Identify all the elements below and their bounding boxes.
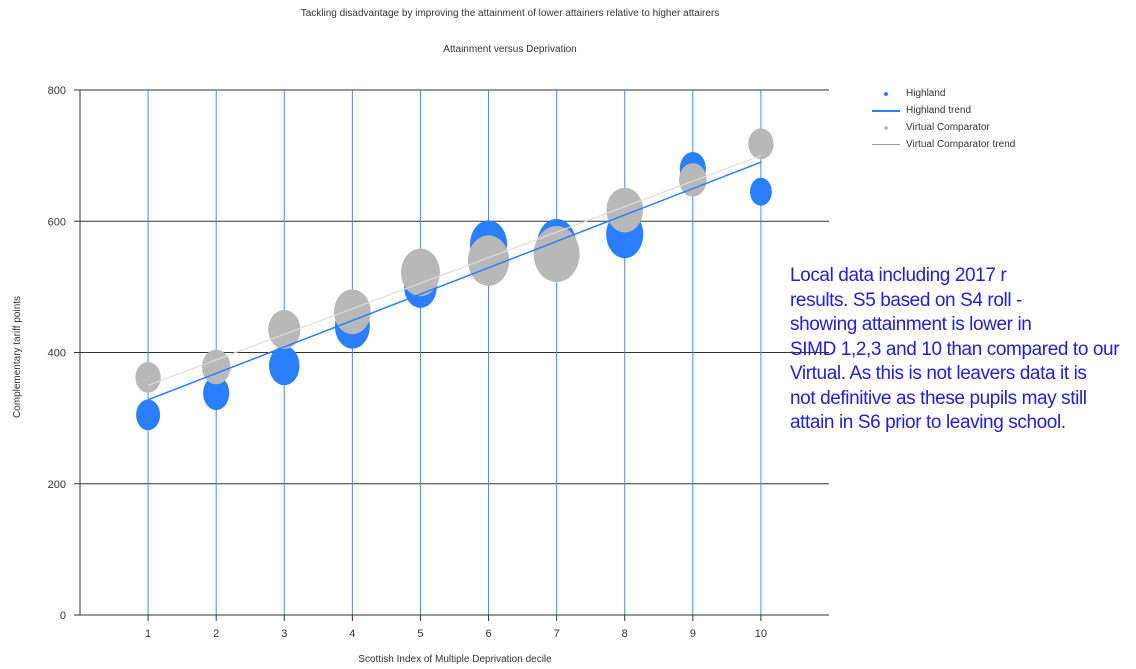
comparator-bubble	[467, 235, 510, 286]
y-tick-label: 400	[48, 348, 66, 360]
legend-item-highland-trend: Highland trend	[872, 102, 1015, 119]
annotation-line: Local data including 2017 r	[790, 265, 1007, 286]
comparator-bubble	[333, 289, 371, 335]
legend-dot-icon	[884, 125, 888, 130]
chart-title: Tackling disadvantage by improving the a…	[300, 8, 720, 19]
x-tick-label: 2	[213, 628, 219, 640]
legend-label: Highland	[906, 88, 946, 99]
x-axis-label: Scottish Index of Multiple Deprivation d…	[358, 654, 552, 665]
annotation-line: showing attainment is lower in	[790, 314, 1032, 335]
axes: 0 200 400 600 800 1 2 3 4 5 6 7 8 9 10	[48, 85, 829, 640]
legend-item-virtual-comparator: Virtual Comparator	[872, 119, 1015, 136]
comparator-bubble	[748, 128, 774, 160]
highland-bubble	[749, 177, 772, 206]
annotation-line: Virtual. As this is not leavers data it …	[790, 363, 1087, 384]
gridlines	[80, 89, 829, 616]
legend-line-icon	[872, 144, 900, 145]
y-tick-label: 200	[48, 479, 66, 491]
x-tick-label: 1	[145, 628, 151, 640]
highland-bubble	[203, 376, 230, 410]
comparator-bubble	[533, 226, 580, 283]
x-tick-label: 3	[281, 628, 287, 640]
legend-line-icon	[872, 109, 900, 112]
annotation-line: results. S5 based on S4 roll -	[790, 289, 1022, 311]
annotation-line: attain in S6 prior to leaving school.	[790, 412, 1066, 433]
comparator-bubble	[400, 248, 440, 297]
comparator-bubble	[135, 362, 161, 393]
comparator-bubble	[268, 309, 301, 350]
bubbles	[135, 128, 774, 431]
annotation-line: SIMD 1,2,3 and 10 than compared to our	[790, 338, 1120, 360]
y-tick-label: 0	[60, 610, 66, 622]
comparator-bubble	[606, 187, 644, 233]
comparator-bubble	[679, 163, 707, 197]
y-tick-label: 600	[48, 216, 66, 228]
legend-dot-icon	[884, 91, 888, 96]
annotation-note: Local data including 2017 r results. S5 …	[790, 264, 1135, 436]
x-tick-label: 10	[755, 628, 767, 640]
legend-item-highland: Highland	[872, 85, 1015, 102]
legend-label: Virtual Comparator trend	[906, 139, 1016, 150]
comparator-trend-line	[147, 155, 762, 386]
highland-trend-line	[147, 161, 762, 401]
annotation-line: not definitive as these pupils may still	[790, 387, 1087, 409]
highland-bubble	[136, 399, 161, 431]
y-axis-label: Complementary tariff points	[12, 296, 23, 418]
x-tick-label: 9	[690, 628, 696, 640]
chart-subtitle: Attainment versus Deprivation	[443, 44, 577, 55]
y-tick-label: 800	[48, 85, 66, 97]
legend: Highland Highland trend Virtual Comparat…	[872, 85, 1015, 153]
x-tick-label: 8	[622, 628, 628, 640]
x-tick-label: 6	[485, 628, 491, 640]
trend-lines	[147, 155, 762, 401]
comparator-bubble	[201, 349, 231, 385]
x-tick-label: 5	[417, 628, 423, 640]
x-tick-label: 7	[554, 628, 560, 640]
legend-item-virtual-comparator-trend: Virtual Comparator trend	[872, 136, 1015, 153]
legend-label: Virtual Comparator	[906, 122, 990, 133]
legend-label: Highland trend	[906, 105, 972, 116]
x-tick-label: 4	[349, 628, 355, 640]
highland-bubble	[268, 346, 300, 386]
